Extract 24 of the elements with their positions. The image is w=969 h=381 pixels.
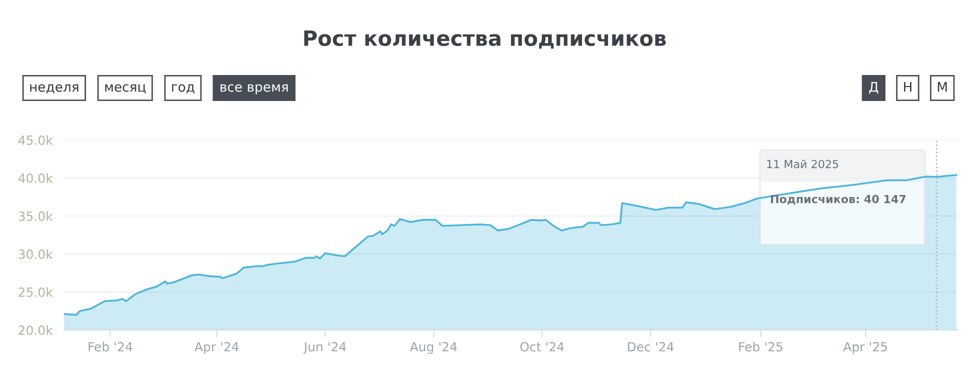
x-tick-label: Apr '25 <box>843 342 887 354</box>
text: месяц <box>105 84 146 94</box>
text: неделя <box>30 84 78 94</box>
x-tick-label: Jun '24 <box>303 342 346 354</box>
text: год <box>172 84 194 94</box>
y-tick-label: 30.0k <box>18 249 53 259</box>
chart-title: Рост количества подписчиков <box>304 30 666 49</box>
text: М <box>938 82 947 92</box>
y-tick-label: 45.0k <box>18 135 53 145</box>
x-tick-label: Feb '25 <box>739 342 782 352</box>
x-tick-label: Oct '24 <box>520 342 564 352</box>
text: Д <box>869 82 878 94</box>
annotation: Подписчиков: 40 147 <box>771 194 906 205</box>
text: Н <box>904 82 912 92</box>
y-tick-label: 40.0k <box>18 173 53 183</box>
x-tick-label: Dec '24 <box>628 342 674 352</box>
y-tick-label: 35.0k <box>18 211 53 221</box>
x-tick-label: Apr '24 <box>194 342 239 354</box>
annotation: 11 Май 2025 <box>767 160 838 168</box>
text: все время <box>220 84 288 94</box>
x-tick-label: Feb '24 <box>88 342 132 352</box>
y-tick-label: 25.0k <box>18 287 53 297</box>
x-tick-label: Aug '24 <box>410 342 457 354</box>
y-tick-label: 20.0k <box>18 325 53 335</box>
